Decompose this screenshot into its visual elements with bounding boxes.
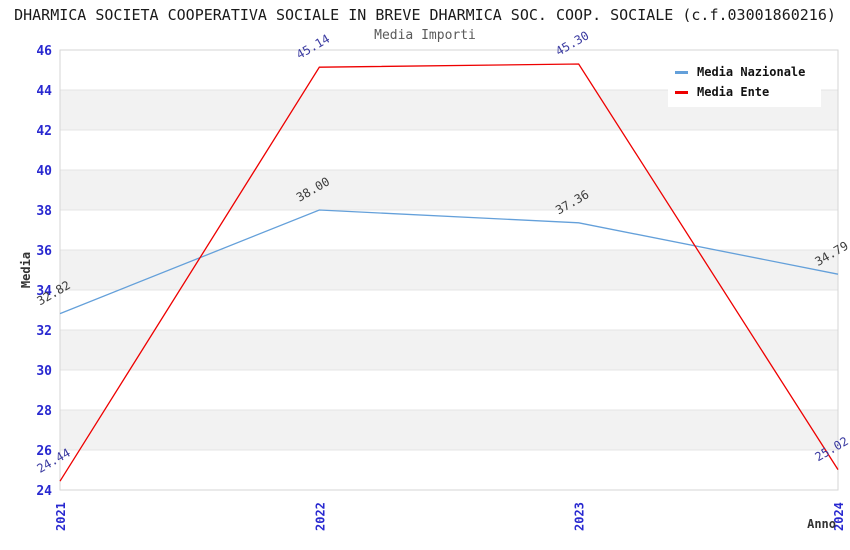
plot-band <box>60 410 838 450</box>
x-axis-title: Anno <box>807 517 836 531</box>
y-tick-label: 46 <box>36 44 52 59</box>
legend-label: Media Ente <box>697 85 770 99</box>
y-tick-label: 40 <box>36 164 52 179</box>
legend-label: Media Nazionale <box>697 65 806 79</box>
y-tick-label: 38 <box>36 204 52 219</box>
x-tick-label: 2023 <box>573 502 587 531</box>
legend-item-media-nazionale: Media Nazionale <box>675 62 821 82</box>
plot-band <box>60 290 838 330</box>
legend-item-media-ente: Media Ente <box>675 82 821 102</box>
plot-band <box>60 450 838 490</box>
line-marker-icon <box>675 70 688 74</box>
series-line-media-nazionale <box>59 209 839 315</box>
plot-band <box>60 130 838 170</box>
legend: Media Nazionale Media Ente <box>668 57 821 107</box>
y-tick-label: 36 <box>36 244 52 259</box>
y-tick-label: 28 <box>36 404 52 419</box>
plot-frame <box>59 49 839 491</box>
plot-band <box>60 250 838 290</box>
chart-title: DHARMICA SOCIETA COOPERATIVA SOCIALE IN … <box>14 6 836 24</box>
y-tick-label: 30 <box>36 364 52 379</box>
plot-band <box>60 170 838 210</box>
y-tick-label: 44 <box>36 84 52 99</box>
y-tick-label: 24 <box>36 484 52 499</box>
y-tick-label: 26 <box>36 444 52 459</box>
series-line-media-ente <box>59 63 839 482</box>
x-tick-label: 2022 <box>313 502 327 531</box>
y-axis-title: Media <box>19 252 33 288</box>
y-tick-label: 32 <box>36 324 52 339</box>
line-marker-icon <box>675 90 688 94</box>
x-tick-label: 2021 <box>54 502 68 531</box>
y-tick-label: 34 <box>36 284 52 299</box>
chart-subtitle: Media Importi <box>374 28 476 43</box>
plot-band <box>60 370 838 410</box>
plot-band <box>60 330 838 370</box>
y-tick-label: 42 <box>36 124 52 139</box>
x-tick-label: 2024 <box>832 502 846 531</box>
